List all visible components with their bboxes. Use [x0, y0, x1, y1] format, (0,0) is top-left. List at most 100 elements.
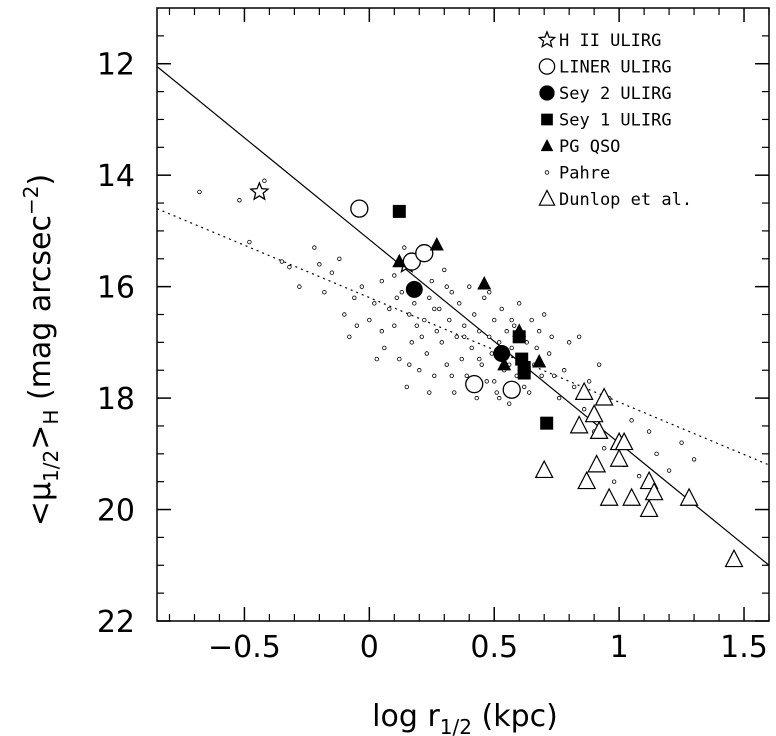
data-point [549, 334, 554, 339]
data-point [493, 345, 511, 363]
legend-marker [544, 170, 550, 175]
data-point [237, 198, 242, 203]
y-tick-label: 22 [97, 605, 135, 640]
data-point [517, 366, 531, 380]
data-point [382, 345, 387, 351]
data-point [596, 362, 602, 367]
data-point [462, 323, 467, 328]
data-point [449, 290, 454, 295]
data-point [522, 384, 527, 390]
x-tick-label: 0 [360, 630, 379, 665]
fit-line-solid [156, 66, 770, 566]
data-point [387, 306, 392, 312]
data-point [497, 356, 512, 371]
data-point [497, 395, 502, 401]
fit-lines [156, 66, 770, 566]
data-point [636, 473, 642, 479]
series-sey-1-ulirg [392, 204, 554, 430]
y-tick-label: 12 [97, 48, 135, 83]
data-point [566, 340, 572, 345]
data-point [502, 380, 521, 399]
data-point [427, 390, 432, 395]
data-point [509, 317, 514, 323]
data-point [492, 379, 497, 384]
data-point [494, 390, 499, 395]
data-point [439, 340, 444, 345]
data-point [526, 390, 532, 395]
legend-label: H II ULIRG [559, 31, 661, 51]
data-point [367, 317, 372, 323]
data-point [459, 356, 464, 362]
legend-label: Sey 2 ULIRG [559, 84, 672, 104]
data-point [392, 273, 397, 278]
data-point [432, 306, 437, 312]
x-tick-label: 0.5 [470, 630, 518, 665]
legend-marker [540, 138, 554, 152]
data-point [342, 312, 347, 317]
plot-area [156, 7, 770, 622]
data-point [379, 278, 385, 284]
data-point [532, 354, 547, 368]
data-point [646, 429, 652, 434]
data-point [442, 267, 447, 273]
data-point [691, 457, 697, 462]
data-point [457, 301, 462, 306]
y-tick-label: 14 [97, 159, 135, 194]
data-point [622, 487, 642, 506]
data-point [654, 451, 659, 457]
data-point [517, 301, 522, 306]
data-point [679, 440, 684, 445]
data-point [539, 373, 544, 378]
data-point [551, 373, 557, 378]
legend-label: LINER ULIRG [559, 58, 672, 78]
data-point [679, 487, 699, 506]
data-point [487, 334, 492, 339]
data-point [507, 401, 512, 406]
data-point [464, 373, 469, 378]
data-point [405, 280, 423, 298]
data-point [599, 487, 619, 506]
data-point [322, 290, 327, 295]
data-point [374, 356, 380, 362]
data-point [469, 345, 474, 351]
data-point [412, 301, 417, 306]
data-point [504, 329, 509, 334]
x-tick-label: 1.5 [720, 630, 768, 665]
data-point [454, 334, 459, 339]
data-point [329, 270, 335, 275]
data-point [347, 334, 352, 339]
data-point [574, 381, 594, 401]
data-point [611, 479, 617, 484]
data-point [352, 295, 357, 300]
data-point [465, 375, 484, 394]
legend-marker [541, 113, 553, 126]
data-point [497, 340, 502, 345]
data-point [577, 470, 597, 490]
legend: H II ULIRG LINER ULIRG Sey 2 ULIRG Sey 1 UL… [537, 30, 692, 210]
data-point [452, 390, 457, 395]
series-pahre [197, 178, 697, 484]
data-point [571, 384, 577, 390]
data-point [594, 387, 614, 406]
data-point [569, 415, 589, 434]
data-point [444, 284, 449, 289]
legend-marker [538, 58, 556, 75]
data-point [337, 256, 342, 261]
data-point [317, 262, 322, 267]
series-pg-qso [392, 237, 547, 371]
data-point [536, 329, 542, 334]
data-point [474, 395, 479, 401]
data-point [279, 259, 285, 264]
data-point [540, 416, 554, 430]
data-point [422, 317, 427, 323]
data-point [509, 345, 514, 351]
y-tick-label: 20 [97, 494, 135, 529]
data-point [417, 368, 422, 373]
data-point [312, 245, 317, 250]
data-point [249, 181, 270, 201]
data-point [472, 312, 477, 317]
data-point [556, 395, 562, 401]
data-point [629, 418, 634, 423]
data-point [372, 301, 377, 306]
data-point [359, 284, 365, 289]
